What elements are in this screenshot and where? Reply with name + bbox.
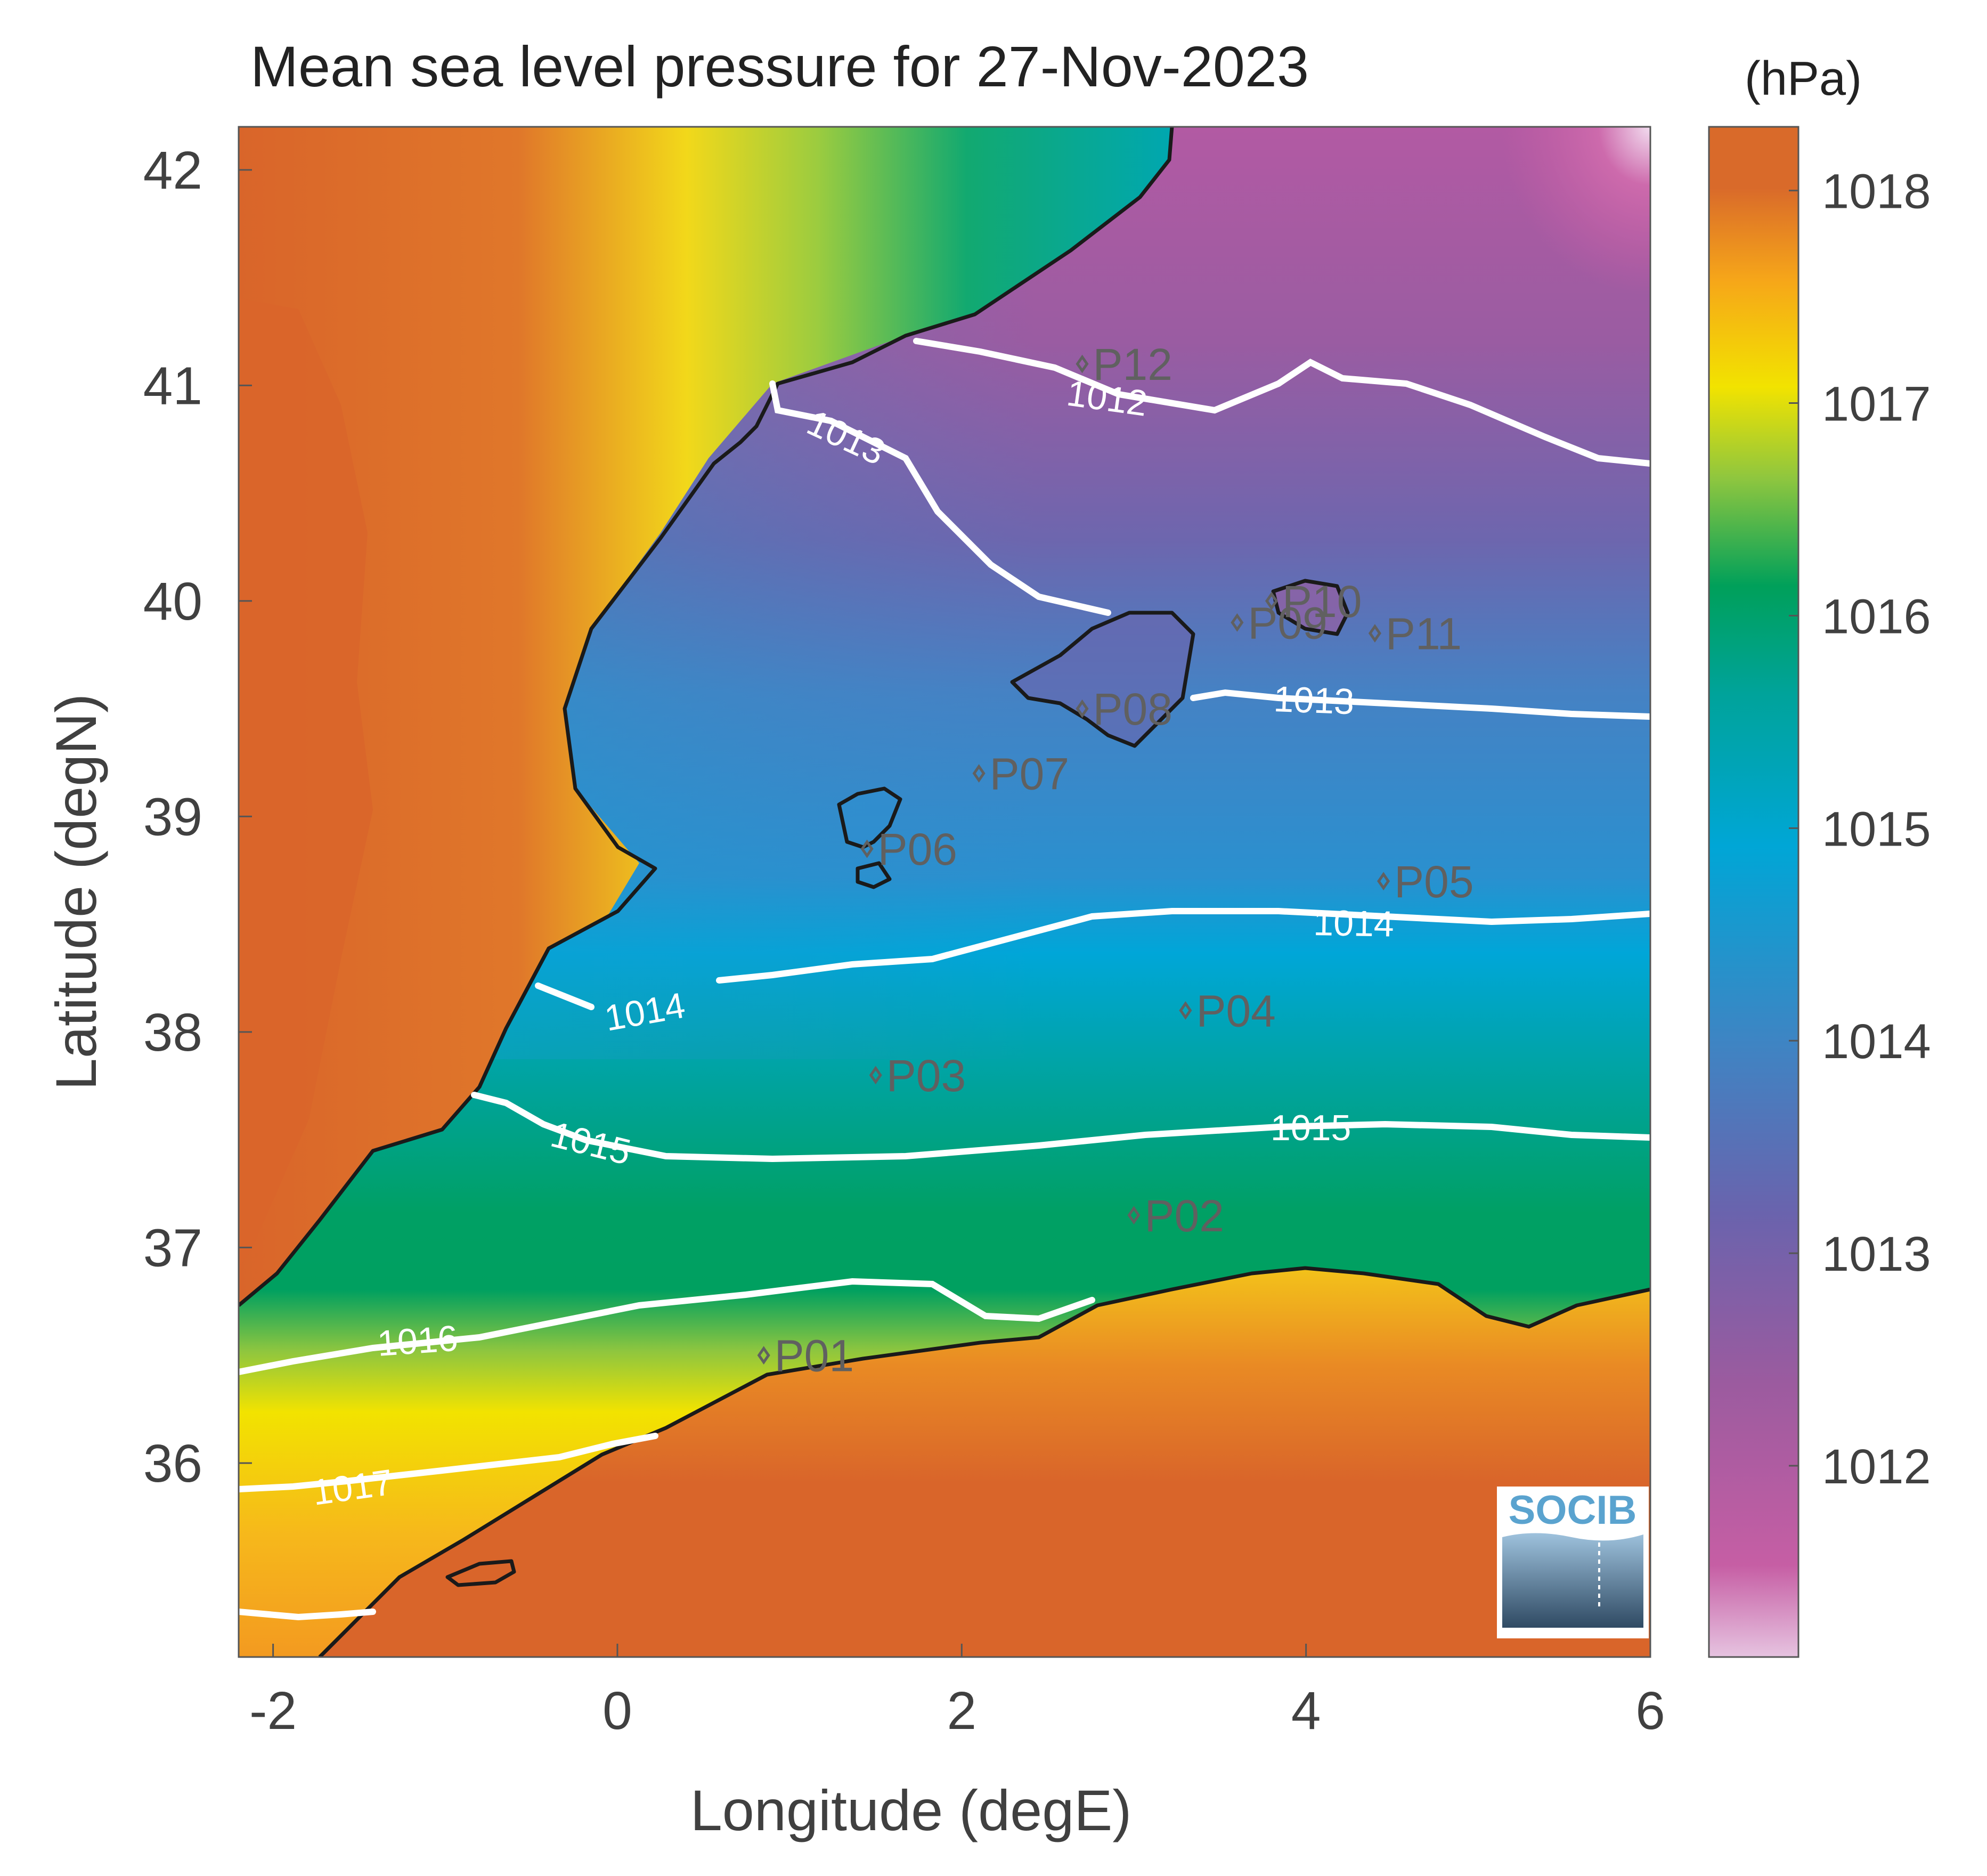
colorbar-tick-label: 1013 [1822,1227,1931,1281]
colorbar-tick-label: 1014 [1822,1014,1931,1069]
ibiza-island [839,789,900,847]
station-marker [1377,872,1390,891]
africa-coastline [318,1266,1650,1657]
station-marker [757,1346,770,1365]
y-axis-ticks: 36 37 38 39 40 41 42 [143,141,252,1493]
socib-logo-text: SOCIB [1509,1488,1637,1533]
colorbar-tick-label: 1012 [1822,1440,1931,1494]
y-tick-label: 37 [143,1218,202,1278]
station-label: P03 [886,1051,966,1101]
station-label: P07 [990,749,1069,799]
contour-1016-line [239,1278,1095,1375]
station-marker [869,1066,882,1085]
y-tick-label: 39 [143,787,202,847]
northeast-low-tint [1225,127,1650,606]
contour-1014-west-line [535,982,595,1010]
contour-1017-line [239,1433,658,1492]
contour-label-1013-east: 1013 [1273,679,1355,722]
y-tick-label: 38 [143,1003,202,1062]
colorbar-tick-label: 1016 [1822,589,1931,644]
station-point-p04: P04 [1179,986,1276,1036]
isobar-contours [239,338,1650,1621]
station-marker [1265,591,1278,611]
mallorca-island [1012,613,1193,746]
contour-1017-south-line [239,1609,376,1621]
station-label: P11 [1386,609,1462,659]
station-point-p07: P07 [972,749,1069,799]
station-point-p01: P01 [757,1331,854,1381]
station-point-p08: P08 [1076,684,1172,734]
station-label: P01 [775,1331,854,1381]
menorca-coastline [1271,579,1350,636]
station-point-p11: P11 [1368,609,1462,659]
formentera-coastline [856,861,892,889]
socib-logo: SOCIB [1497,1487,1649,1638]
station-marker [860,839,874,858]
x-tick-label: 4 [1291,1681,1321,1741]
mallorca-coastline [1010,611,1195,748]
iberia-coastline [239,127,1174,1307]
africa-land [239,1268,1650,1657]
station-point-p05: P05 [1377,857,1474,907]
station-point-p09: P09 [1231,598,1328,648]
x-tick-label: -2 [249,1681,297,1741]
station-label: P12 [1093,339,1172,389]
inland-orange-core [239,298,373,1268]
y-tick-label: 36 [143,1434,202,1493]
station-label: P05 [1394,857,1473,907]
ibiza-coastline [837,786,902,849]
station-point-p02: P02 [1127,1191,1224,1241]
station-point-p12: P12 [1076,339,1172,389]
station-marker [1076,354,1089,373]
colorbar-ticks: 1012 1013 1014 1015 1016 1017 1018 [1789,165,1931,1494]
colorbar-tick-label: 1017 [1822,377,1931,432]
station-marker [1179,1001,1192,1020]
y-tick-label: 42 [143,141,202,200]
station-marker [1368,624,1381,643]
colorbar: 1012 1013 1014 1015 1016 1017 1018 [1708,126,1931,1658]
station-marker [1076,699,1089,718]
contour-1013-north-line [769,380,1111,616]
station-point-p03: P03 [869,1051,966,1101]
station-label: P08 [1093,684,1172,734]
station-marker [972,764,986,783]
colorbar-gradient [1708,126,1799,1658]
contour-1014-north-line [716,908,1650,984]
colorbar-unit-label: (hPa) [1745,52,1862,105]
contour-1013-east-line [1190,689,1650,720]
map-plot-area: 1012 1013 1013 1014 1014 1015 1015 1016 … [239,127,1650,1657]
station-label: P10 [1282,576,1362,627]
station-label: P09 [1248,598,1327,648]
y-tick-label: 40 [143,572,202,631]
iberia-land [239,127,1172,1305]
socib-logo-wave [1502,1533,1643,1628]
contour-label-1015-east: 1015 [1271,1108,1351,1148]
x-axis-label: Longitude (degE) [690,1778,1132,1842]
contour-1012-line [913,338,1650,467]
station-point-p10: P10 [1265,576,1362,627]
y-tick-label: 41 [143,356,202,416]
contour-label-1016: 1016 [376,1318,459,1364]
coastlines [239,127,1650,1657]
x-tick-label: 2 [947,1681,977,1741]
contour-label-1014-east: 1014 [1313,903,1395,945]
y-axis-label: Latitude (degN) [44,694,108,1090]
station-marker [1231,613,1244,632]
x-tick-label: 6 [1635,1681,1665,1741]
map-title: Mean sea level pressure for 27-Nov-2023 [250,34,1309,99]
station-label: P02 [1144,1191,1224,1241]
map-plot-frame [238,126,1651,1658]
colorbar-tick-label: 1015 [1822,802,1931,856]
x-tick-label: 0 [602,1681,632,1741]
station-marker [1127,1206,1141,1225]
alboran-coastline [445,1559,516,1587]
station-label: P06 [878,824,957,874]
colorbar-tick-label: 1018 [1822,165,1931,219]
contour-1015-line [471,1092,1650,1163]
station-label: P04 [1196,986,1275,1036]
station-point-p06: P06 [860,824,957,874]
x-axis-ticks: -2 0 2 4 6 [249,1644,1665,1741]
